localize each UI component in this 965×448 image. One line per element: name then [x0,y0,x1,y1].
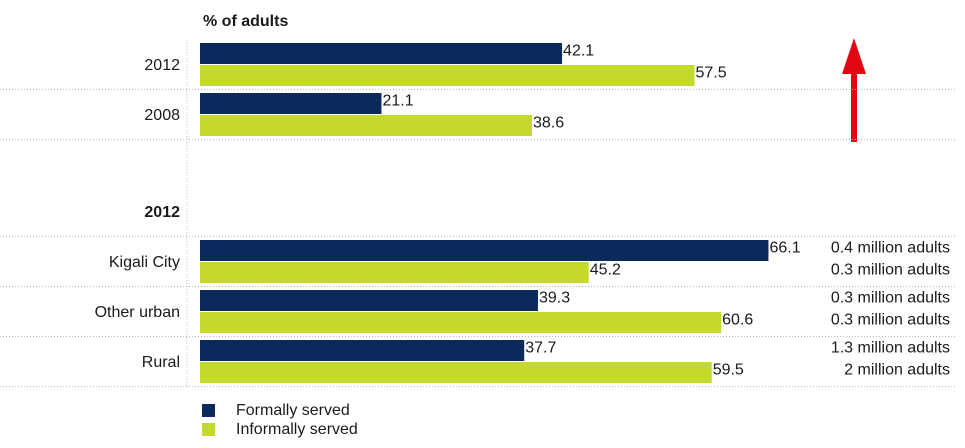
value-label: 57.5 [696,65,727,82]
value-label: 45.2 [590,262,621,279]
value-label: 42.1 [563,43,594,60]
bar [200,362,712,383]
category-label: 2012 [144,57,180,74]
value-label: 38.6 [533,115,564,132]
value-label: 60.6 [722,312,753,329]
value-label: 39.3 [539,290,570,307]
bar [200,340,525,361]
bar [200,290,538,311]
note-label: 0.3 million adults [831,290,950,307]
bar [200,65,695,86]
note-label: 0.3 million adults [831,312,950,329]
note-label: 0.3 million adults [831,262,950,279]
bar [200,262,589,283]
bar [200,43,563,64]
note-label: 2 million adults [844,362,950,379]
value-label: 59.5 [713,362,744,379]
bar [200,115,532,136]
legend-label: Informally served [236,421,358,438]
category-label: Other urban [95,304,180,321]
legend-label: Formally served [236,402,350,419]
legend-swatch [202,423,215,436]
note-label: 0.4 million adults [831,240,950,257]
category-label: Rural [142,354,180,371]
note-label: 1.3 million adults [831,340,950,357]
bar [200,312,722,333]
legend-swatch [202,404,215,417]
category-label: 2008 [144,107,180,124]
bar [200,93,382,114]
value-label: 21.1 [382,93,413,110]
section-title: 2012 [144,204,180,221]
value-label: 37.7 [525,340,556,357]
trend-arrow [842,38,866,142]
axis-label: % of adults [203,13,288,30]
value-label: 66.1 [769,240,800,257]
category-label: Kigali City [109,254,180,271]
bar [200,240,769,261]
